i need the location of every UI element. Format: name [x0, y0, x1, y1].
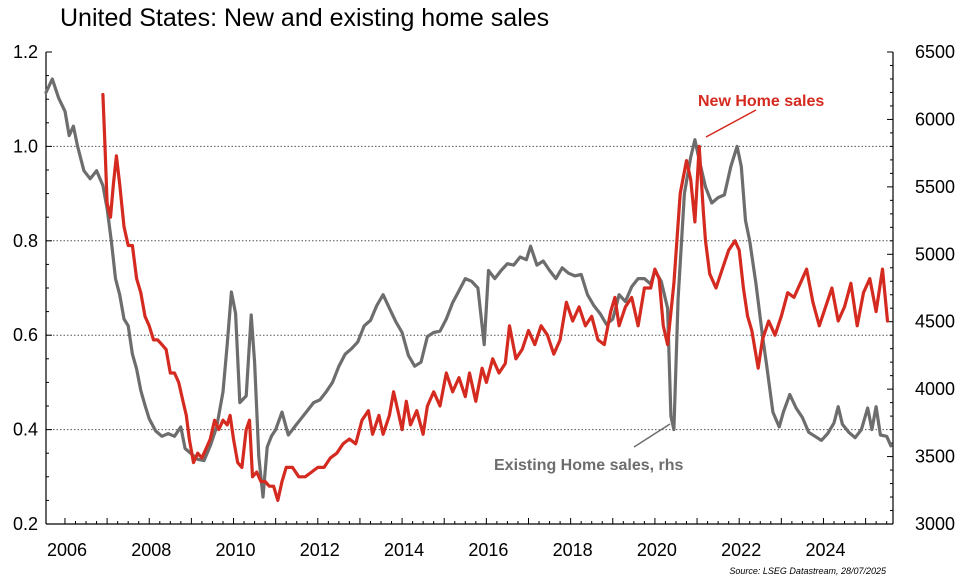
x-axis-tick-label: 2024 — [805, 540, 845, 560]
axes: 0.2 0.4 0.6 0.8 1.0 1.2 3000 3500 4000 4500 5000 55… — [13, 42, 955, 560]
right-axis-tick-label: 4000 — [915, 379, 955, 399]
existing-home-sales-line — [44, 77, 893, 499]
x-axis-tick-label: 2010 — [215, 540, 255, 560]
x-axis-tick-label: 2022 — [721, 540, 761, 560]
right-axis-tick-label: 5000 — [915, 244, 955, 264]
x-axis-tick-label: 2020 — [637, 540, 677, 560]
new-home-sales-label: New Home sales — [698, 93, 824, 110]
gridlines — [46, 145, 893, 431]
chart-title: United States: New and existing home sal… — [60, 4, 550, 32]
annotations: New Home sales Existing Home sales, rhs — [494, 93, 824, 474]
x-axis-tick-label: 2012 — [300, 540, 340, 560]
left-axis-tick-label: 1.0 — [13, 136, 38, 156]
left-axis-tick-label: 0.8 — [13, 231, 38, 251]
existing-home-sales-pointer — [633, 423, 671, 448]
right-axis-tick-label: 6000 — [915, 109, 955, 129]
x-axis-tick-label: 2016 — [468, 540, 508, 560]
new-home-sales-line — [101, 92, 890, 502]
left-axis-tick-label: 0.6 — [13, 325, 38, 345]
existing-home-sales-label: Existing Home sales, rhs — [494, 457, 684, 474]
left-axis-tick-label: 0.4 — [13, 420, 38, 440]
left-axis-tick-label: 1.2 — [13, 42, 38, 62]
x-axis-tick-label: 2006 — [47, 540, 87, 560]
new-home-sales-pointer — [705, 109, 757, 138]
left-axis-tick-label: 0.2 — [13, 514, 38, 534]
x-axis-tick-label: 2008 — [131, 540, 171, 560]
x-axis-tick-label: 2014 — [384, 540, 424, 560]
right-axis-tick-label: 5500 — [915, 177, 955, 197]
source-note: Source: LSEG Datastream, 28/07/2025 — [729, 566, 886, 576]
series — [44, 77, 893, 502]
x-axis-tick-label: 2018 — [553, 540, 593, 560]
right-axis-tick-label: 3000 — [915, 514, 955, 534]
right-axis-tick-label: 6500 — [915, 42, 955, 62]
right-axis-tick-label: 3500 — [915, 447, 955, 467]
right-axis-tick-label: 4500 — [915, 312, 955, 332]
